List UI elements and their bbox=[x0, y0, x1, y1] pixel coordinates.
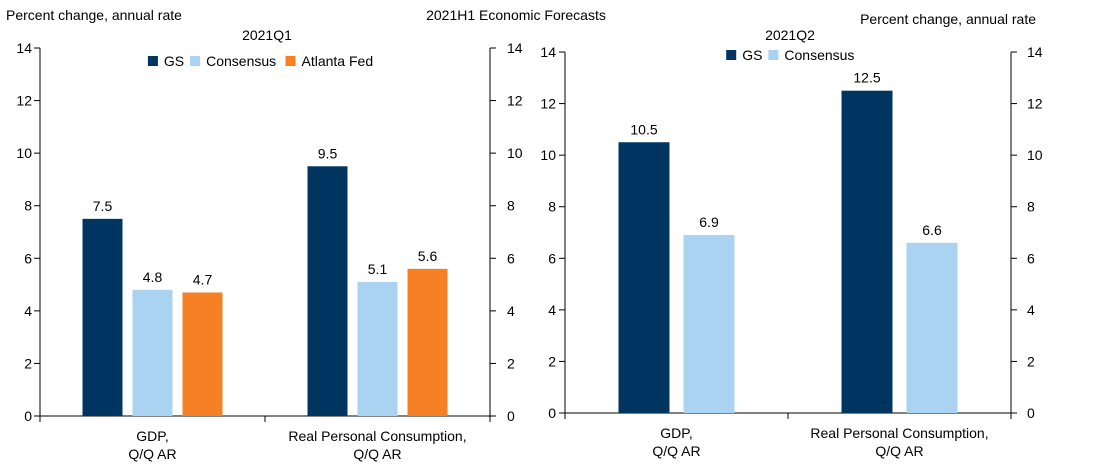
y-tick-label-left: 10 bbox=[540, 147, 556, 163]
y-tick-label-right: 14 bbox=[507, 40, 523, 56]
y-tick-label-left: 0 bbox=[548, 405, 556, 421]
y-tick-label-left: 10 bbox=[16, 145, 32, 161]
left-unit-label: Percent change, annual rate bbox=[6, 7, 182, 23]
bar-consensus-2 bbox=[906, 242, 958, 413]
y-tick-label-right: 2 bbox=[1027, 353, 1035, 369]
data-label: 4.8 bbox=[143, 269, 163, 285]
x-category-label: GDP, Q/Q AR bbox=[128, 428, 176, 462]
bar-gs-1 bbox=[618, 142, 670, 413]
data-label: 12.5 bbox=[853, 70, 880, 86]
bar-gs-2 bbox=[841, 90, 893, 413]
y-tick-label-right: 10 bbox=[507, 145, 523, 161]
legend-swatch-gs bbox=[147, 56, 158, 66]
data-label: 6.6 bbox=[922, 222, 942, 238]
figure-title: 2021H1 Economic Forecasts bbox=[426, 7, 606, 23]
y-tick-label-left: 12 bbox=[16, 93, 32, 109]
bar-atlanta-fed-1 bbox=[182, 292, 223, 416]
data-label: 9.5 bbox=[318, 145, 338, 161]
legend-label: GS bbox=[164, 53, 184, 69]
y-tick-label-right: 8 bbox=[1027, 199, 1035, 215]
data-label: 5.1 bbox=[368, 261, 388, 277]
y-tick-label-right: 6 bbox=[507, 250, 515, 266]
y-tick-label-right: 4 bbox=[1027, 302, 1035, 318]
data-label: 10.5 bbox=[630, 121, 657, 137]
y-tick-label-left: 14 bbox=[16, 40, 32, 56]
bar-consensus-1 bbox=[683, 235, 735, 413]
y-tick-label-right: 14 bbox=[1027, 44, 1043, 60]
bar-atlanta-fed-2 bbox=[407, 268, 448, 416]
x-category-label: Real Personal Consumption, Q/Q AR bbox=[288, 428, 466, 462]
y-tick-label-left: 8 bbox=[548, 199, 556, 215]
y-tick-label-right: 0 bbox=[507, 408, 515, 424]
chart-title: 2021Q1 bbox=[242, 27, 292, 43]
legend-swatch-consensus bbox=[190, 56, 201, 66]
y-tick-label-right: 8 bbox=[507, 198, 515, 214]
y-tick-label-left: 2 bbox=[24, 355, 32, 371]
legend-label: Consensus bbox=[784, 47, 854, 63]
chart-panels: 2021Q1 GS Consensus Atlanta Fed 0 0 2 2 4 4 6 6 8 8 10… bbox=[16, 27, 1042, 462]
legend-label: Atlanta Fed bbox=[302, 53, 374, 69]
legend: GS Consensus bbox=[726, 47, 854, 63]
y-tick-label-right: 12 bbox=[1027, 96, 1043, 112]
legend-label: GS bbox=[742, 47, 762, 63]
y-tick-label-left: 14 bbox=[540, 44, 556, 60]
y-tick-label-left: 4 bbox=[548, 302, 556, 318]
y-tick-label-right: 4 bbox=[507, 303, 515, 319]
y-tick-label-left: 8 bbox=[24, 198, 32, 214]
data-label: 5.6 bbox=[418, 248, 438, 264]
right-unit-label: Percent change, annual rate bbox=[860, 11, 1036, 27]
y-tick-label-left: 12 bbox=[540, 96, 556, 112]
x-category-label: Real Personal Consumption, Q/Q AR bbox=[810, 425, 988, 459]
legend-swatch-consensus bbox=[768, 50, 779, 60]
bar-gs-2 bbox=[307, 166, 348, 416]
y-tick-label-right: 6 bbox=[1027, 250, 1035, 266]
legend-label: Consensus bbox=[206, 53, 276, 69]
x-category-label: GDP, Q/Q AR bbox=[652, 425, 700, 459]
y-tick-label-left: 2 bbox=[548, 353, 556, 369]
y-tick-label-right: 12 bbox=[507, 93, 523, 109]
legend: GS Consensus Atlanta Fed bbox=[147, 53, 374, 69]
y-tick-label-right: 2 bbox=[507, 355, 515, 371]
y-tick-label-left: 0 bbox=[24, 408, 32, 424]
legend-swatch-atlanta-fed bbox=[285, 56, 296, 66]
bar-consensus-2 bbox=[357, 281, 398, 416]
data-label: 6.9 bbox=[699, 214, 719, 230]
y-tick-label-right: 0 bbox=[1027, 405, 1035, 421]
y-tick-label-right: 10 bbox=[1027, 147, 1043, 163]
data-label: 4.7 bbox=[193, 271, 213, 287]
y-tick-label-left: 6 bbox=[548, 250, 556, 266]
data-label: 7.5 bbox=[93, 198, 113, 214]
legend-swatch-gs bbox=[726, 50, 737, 60]
y-tick-label-left: 4 bbox=[24, 303, 32, 319]
chart-2021Q1: 2021Q1 GS Consensus Atlanta Fed 0 0 2 2 4 4 6 6 8 8 10… bbox=[16, 27, 522, 462]
chart-title: 2021Q2 bbox=[765, 27, 815, 43]
bar-consensus-1 bbox=[132, 289, 173, 416]
y-tick-label-left: 6 bbox=[24, 250, 32, 266]
bar-gs-1 bbox=[82, 218, 123, 416]
